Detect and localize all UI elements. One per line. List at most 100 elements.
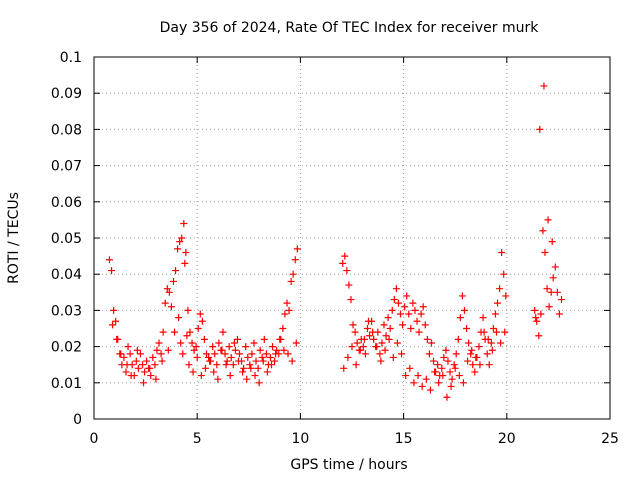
data-point [192,343,200,351]
data-point [184,306,192,314]
data-point [480,328,488,336]
data-point [501,328,509,336]
data-point [251,372,259,380]
data-point [541,248,549,256]
data-point [394,299,402,307]
data-point [479,314,487,322]
data-point [155,339,163,347]
data-point [165,288,173,296]
data-point [438,364,446,372]
data-point [181,259,189,267]
data-point [273,346,281,354]
data-point [122,368,130,376]
data-point [230,339,238,347]
data-point [440,353,448,361]
data-point [206,357,214,365]
data-point [405,310,413,318]
data-point [502,292,510,300]
data-point [196,310,204,318]
data-point [229,361,237,369]
data-point [221,350,229,358]
data-point [248,350,256,358]
data-point [485,361,493,369]
data-point [465,339,473,347]
data-point [170,328,178,336]
data-point [263,368,271,376]
data-point [269,343,277,351]
data-point [390,296,398,304]
data-point [413,317,421,325]
data-point [351,328,359,336]
data-point [112,317,120,325]
chart-title: Day 356 of 2024, Rate Of TEC Index for r… [160,20,540,36]
data-point [434,361,442,369]
data-point [189,368,197,376]
data-point [266,353,274,361]
data-point [246,361,254,369]
data-point [262,350,270,358]
data-point [382,332,390,340]
data-point [236,350,244,358]
data-point [134,364,142,372]
data-point [158,357,166,365]
data-point [291,256,299,264]
data-point [283,299,291,307]
data-point [200,335,208,343]
data-point [205,353,213,361]
data-point [244,353,252,361]
y-tick-labels: 0 0.01 0.02 0.03 0.04 0.05 0.06 0.07 0.08 0.09 0.1 [51,50,82,428]
data-point [139,361,147,369]
plot-frame [93,56,611,420]
data-point [439,372,447,380]
data-point [385,335,393,343]
data-point [225,343,233,351]
data-point [427,339,435,347]
x-tick-label: 10 [291,431,309,447]
data-point [553,288,561,296]
data-point [458,292,466,300]
data-point [151,361,159,369]
data-point [193,353,201,361]
data-point [279,325,287,332]
data-point [454,335,462,343]
data-point [124,343,132,351]
data-point [194,325,202,332]
data-point [353,339,361,347]
data-point [164,346,172,354]
data-point [117,350,125,358]
data-point [288,357,296,365]
data-point [469,361,477,369]
data-point [198,317,206,325]
data-point [287,277,295,285]
data-point [348,343,356,351]
data-point [536,125,544,133]
x-tick-label: 5 [193,431,202,447]
data-point [365,317,373,325]
y-axis-label: ROTI / TECUs [6,192,22,284]
data-point [190,346,198,354]
data-point [483,350,491,358]
data-point [177,339,185,347]
data-point [417,310,425,318]
data-point [455,372,463,380]
data-point [545,303,553,311]
data-point [179,350,187,358]
data-point [369,328,377,336]
data-point [451,364,459,372]
data-point [472,353,480,361]
data-point [276,335,284,343]
data-point [532,314,540,322]
data-point [498,248,506,256]
data-point [421,321,429,329]
data-point [213,361,221,369]
data-point [430,357,438,365]
data-point [497,339,505,347]
data-point [143,357,151,365]
data-point [252,357,260,365]
y-tick-label: 0.03 [51,303,82,319]
data-point [188,339,196,347]
x-tick-labels: 0 5 10 15 20 25 [90,431,619,447]
data-point [557,296,565,304]
y-tick-label: 0.02 [51,340,82,356]
